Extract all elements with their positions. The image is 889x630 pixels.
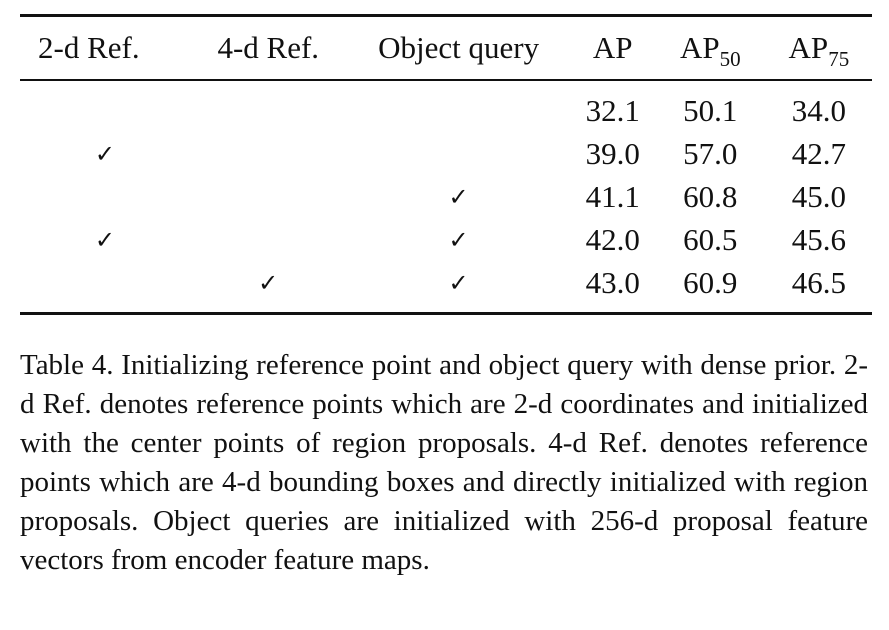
table-row: ✓ 41.1 60.8 45.0	[20, 175, 872, 218]
header-object-query: Object query	[378, 30, 540, 65]
cell-object-query: ✓	[448, 225, 469, 254]
cell-ap75: 42.7	[791, 135, 846, 171]
cell-object-query: ✓	[448, 182, 469, 211]
cell-ap75: 34.0	[791, 92, 846, 128]
cell-ap: 42.0	[585, 221, 640, 257]
header-ap: AP	[592, 30, 633, 65]
ablation-table: 2-d Ref. 4-d Ref. Object query AP AP50 A…	[20, 14, 872, 315]
cell-ap: 41.1	[585, 178, 640, 214]
header-2d-ref: 2-d Ref.	[38, 30, 140, 65]
header-row: 2-d Ref. 4-d Ref. Object query AP AP50 A…	[20, 15, 872, 81]
cell-2d-ref: ✓	[94, 225, 116, 254]
cell-ap: 39.0	[585, 135, 640, 171]
cell-ap50: 60.5	[683, 221, 738, 257]
header-ap75-subscript: 75	[828, 47, 850, 71]
cell-object-query	[347, 80, 571, 132]
cell-ap50: 60.9	[683, 264, 738, 300]
cell-4d-ref: ✓	[258, 268, 279, 297]
cell-2d-ref: ✓	[94, 139, 116, 168]
table-row: 32.1 50.1 34.0	[20, 80, 872, 132]
results-table-container: 2-d Ref. 4-d Ref. Object query AP AP50 A…	[20, 14, 872, 315]
header-ap50-subscript: 50	[719, 47, 741, 71]
cell-ap75: 45.6	[791, 221, 846, 257]
header-ap50: AP50	[655, 16, 766, 81]
cell-object-query: ✓	[448, 268, 469, 297]
cell-4d-ref	[190, 218, 347, 261]
table-row: ✓ ✓ 42.0 60.5 45.6	[20, 218, 872, 261]
cell-4d-ref	[190, 132, 347, 175]
cell-ap50: 50.1	[683, 92, 738, 128]
header-ap50-base: AP	[679, 30, 720, 65]
header-ap75-base: AP	[788, 30, 829, 65]
cell-ap75: 46.5	[791, 264, 846, 300]
cell-2d-ref	[20, 175, 190, 218]
cell-ap75: 45.0	[791, 178, 846, 214]
header-ap75: AP75	[766, 16, 872, 81]
header-4d-ref: 4-d Ref.	[217, 30, 320, 65]
cell-ap: 43.0	[585, 264, 640, 300]
cell-ap: 32.1	[585, 92, 640, 128]
table-row: ✓ 39.0 57.0 42.7	[20, 132, 872, 175]
cell-ap50: 60.8	[683, 178, 738, 214]
table-caption: Table 4. Initializing reference point an…	[20, 349, 868, 576]
cell-2d-ref	[20, 80, 190, 132]
cell-2d-ref	[20, 261, 190, 314]
cell-object-query	[347, 132, 571, 175]
cell-ap50: 57.0	[683, 135, 738, 171]
table-body: 32.1 50.1 34.0 ✓ 39.0 57.0 42.7 ✓ 41.1 6…	[20, 80, 872, 314]
table-header: 2-d Ref. 4-d Ref. Object query AP AP50 A…	[20, 15, 872, 81]
table-row: ✓ ✓ 43.0 60.9 46.5	[20, 261, 872, 314]
cell-4d-ref	[190, 175, 347, 218]
cell-4d-ref	[190, 80, 347, 132]
